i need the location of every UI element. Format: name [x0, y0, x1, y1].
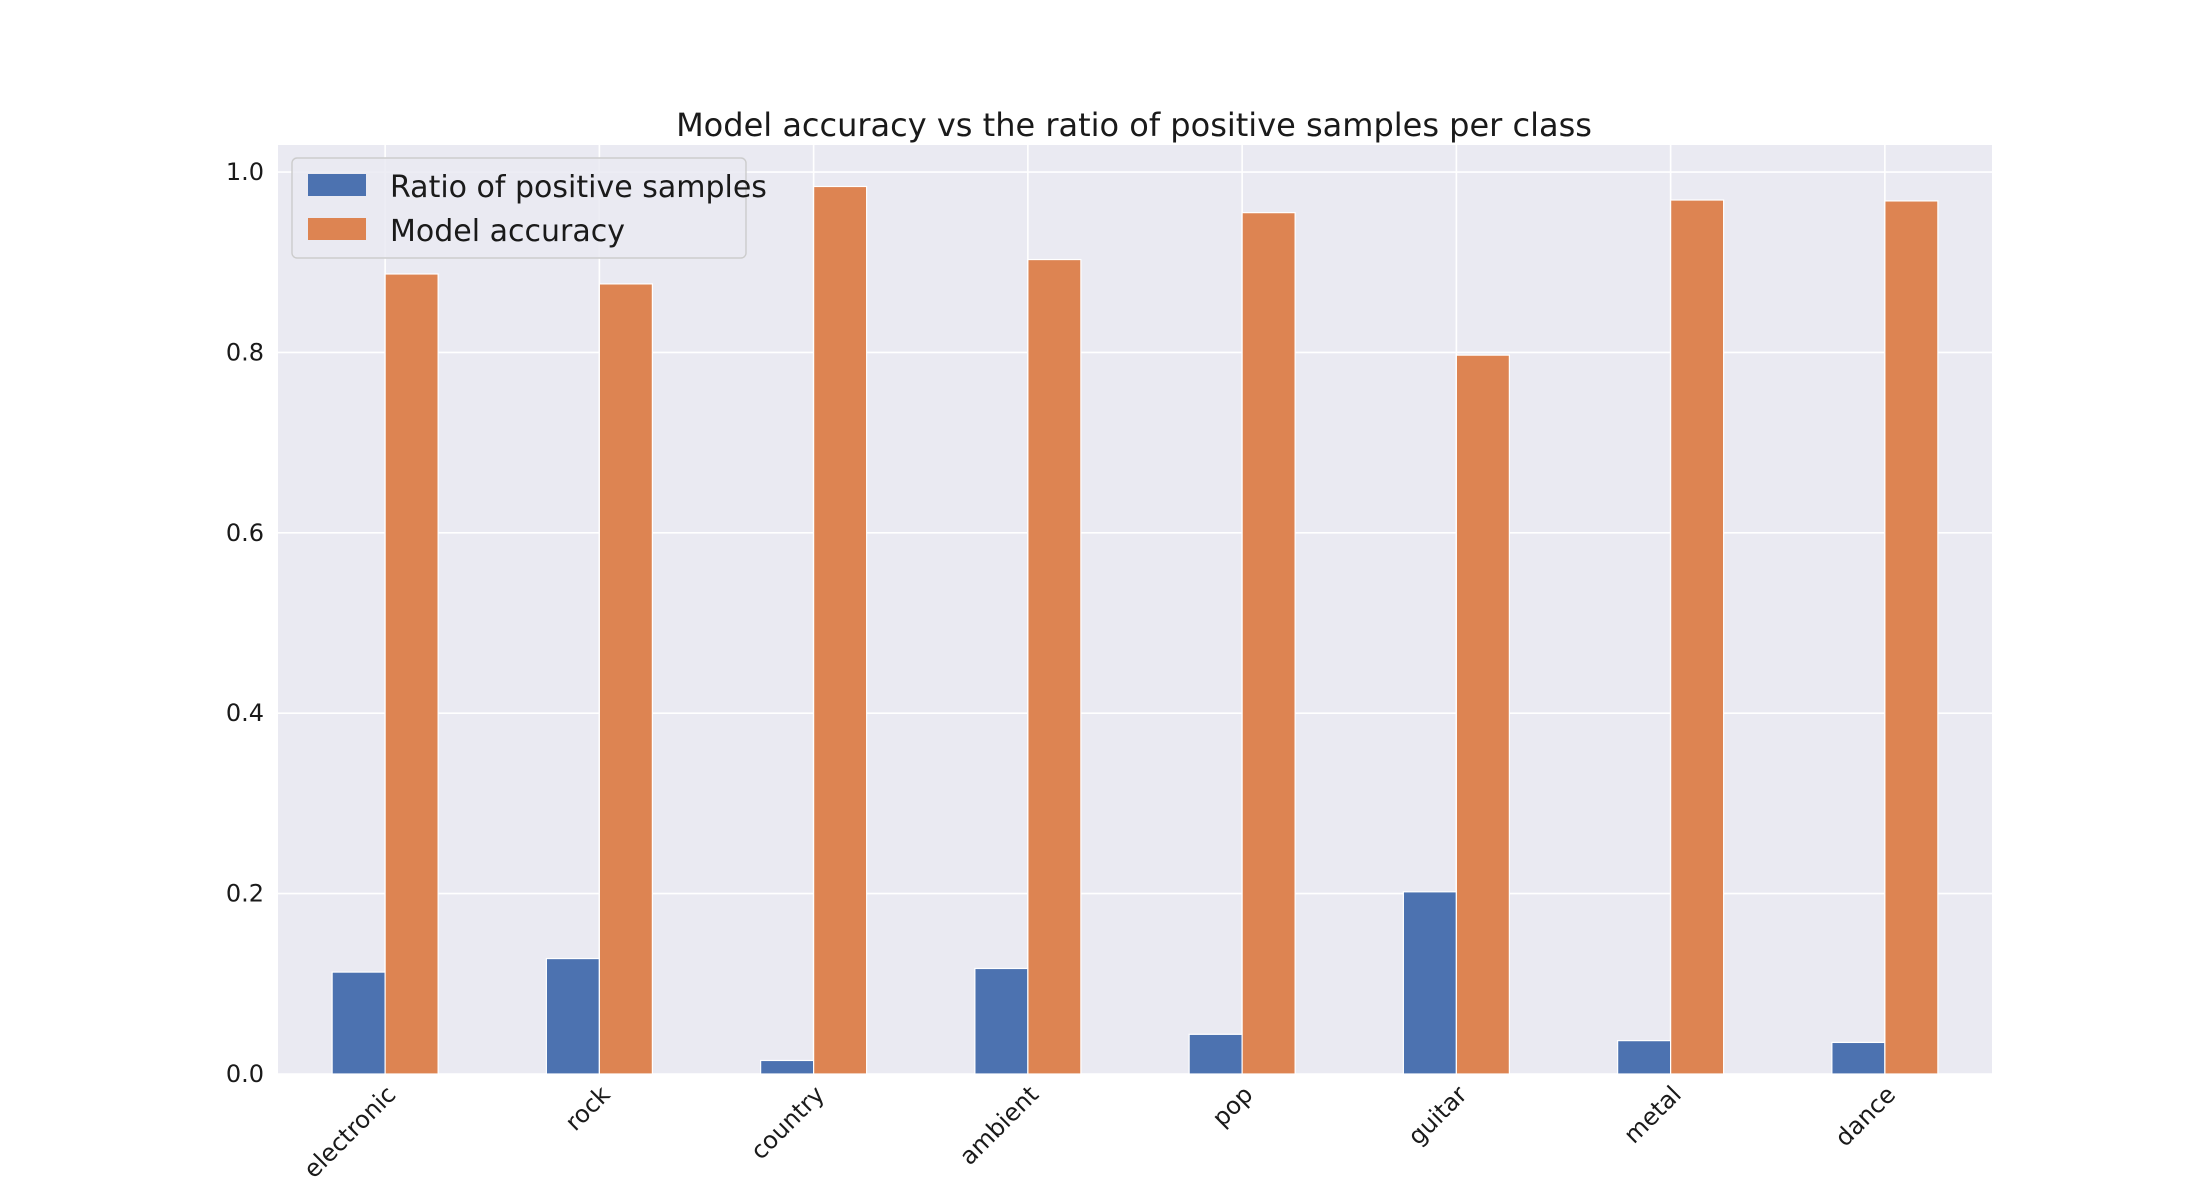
bar-model-accuracy-country — [813, 185, 868, 1075]
bar-model-accuracy-guitar — [1455, 354, 1510, 1075]
bar-ratio-of-positive-samples-country — [760, 1059, 815, 1075]
chart-title: Model accuracy vs the ratio of positive … — [676, 106, 1592, 144]
y-tick-label: 0.4 — [226, 699, 264, 727]
x-tick-label-electronic: electronic — [298, 1080, 401, 1183]
bar-ratio-of-positive-samples-electronic — [331, 971, 386, 1075]
bar-model-accuracy-dance — [1884, 200, 1939, 1075]
x-tick-label-rock: rock — [560, 1080, 616, 1136]
bar-model-accuracy-metal — [1670, 199, 1725, 1075]
y-tick-label: 1.0 — [226, 158, 264, 186]
x-tick-label-pop: pop — [1207, 1080, 1259, 1132]
bar-model-accuracy-ambient — [1027, 258, 1082, 1075]
bar-ratio-of-positive-samples-pop — [1188, 1033, 1243, 1075]
y-tick-label: 0.0 — [226, 1060, 264, 1088]
legend-label-model-accuracy: Model accuracy — [390, 214, 625, 249]
y-axis-ticks: 0.0 0.2 0.4 0.6 0.8 1.0 — [226, 158, 264, 1088]
legend-label-ratio-of-positive-samples: Ratio of positive samples — [390, 170, 767, 205]
bar-ratio-of-positive-samples-guitar — [1402, 891, 1457, 1075]
plot-area — [278, 145, 1992, 1074]
x-tick-label-guitar: guitar — [1403, 1080, 1473, 1150]
x-tick-label-ambient: ambient — [954, 1080, 1044, 1170]
bar-model-accuracy-electronic — [384, 273, 439, 1075]
legend: Ratio of positive samples Model accuracy — [291, 157, 767, 259]
x-tick-label-dance: dance — [1830, 1080, 1902, 1152]
legend-swatch-ratio-of-positive-samples — [308, 174, 366, 196]
bar-model-accuracy-rock — [598, 283, 653, 1075]
y-tick-label: 0.8 — [226, 338, 264, 366]
bar-model-accuracy-pop — [1241, 212, 1296, 1075]
legend-swatch-model-accuracy — [308, 218, 366, 240]
y-tick-label: 0.2 — [226, 880, 264, 908]
y-tick-label: 0.6 — [226, 519, 264, 547]
bar-ratio-of-positive-samples-metal — [1617, 1040, 1672, 1075]
bar-ratio-of-positive-samples-rock — [545, 957, 600, 1075]
x-tick-label-country: country — [745, 1080, 830, 1165]
bars — [331, 185, 1939, 1075]
bar-ratio-of-positive-samples-ambient — [974, 967, 1029, 1075]
legend-box — [291, 157, 747, 259]
x-axis-ticks: electronic rock country ambient pop guitar met… — [298, 1080, 1901, 1183]
bar-ratio-of-positive-samples-dance — [1831, 1041, 1886, 1075]
x-tick-label-metal: metal — [1618, 1080, 1687, 1149]
